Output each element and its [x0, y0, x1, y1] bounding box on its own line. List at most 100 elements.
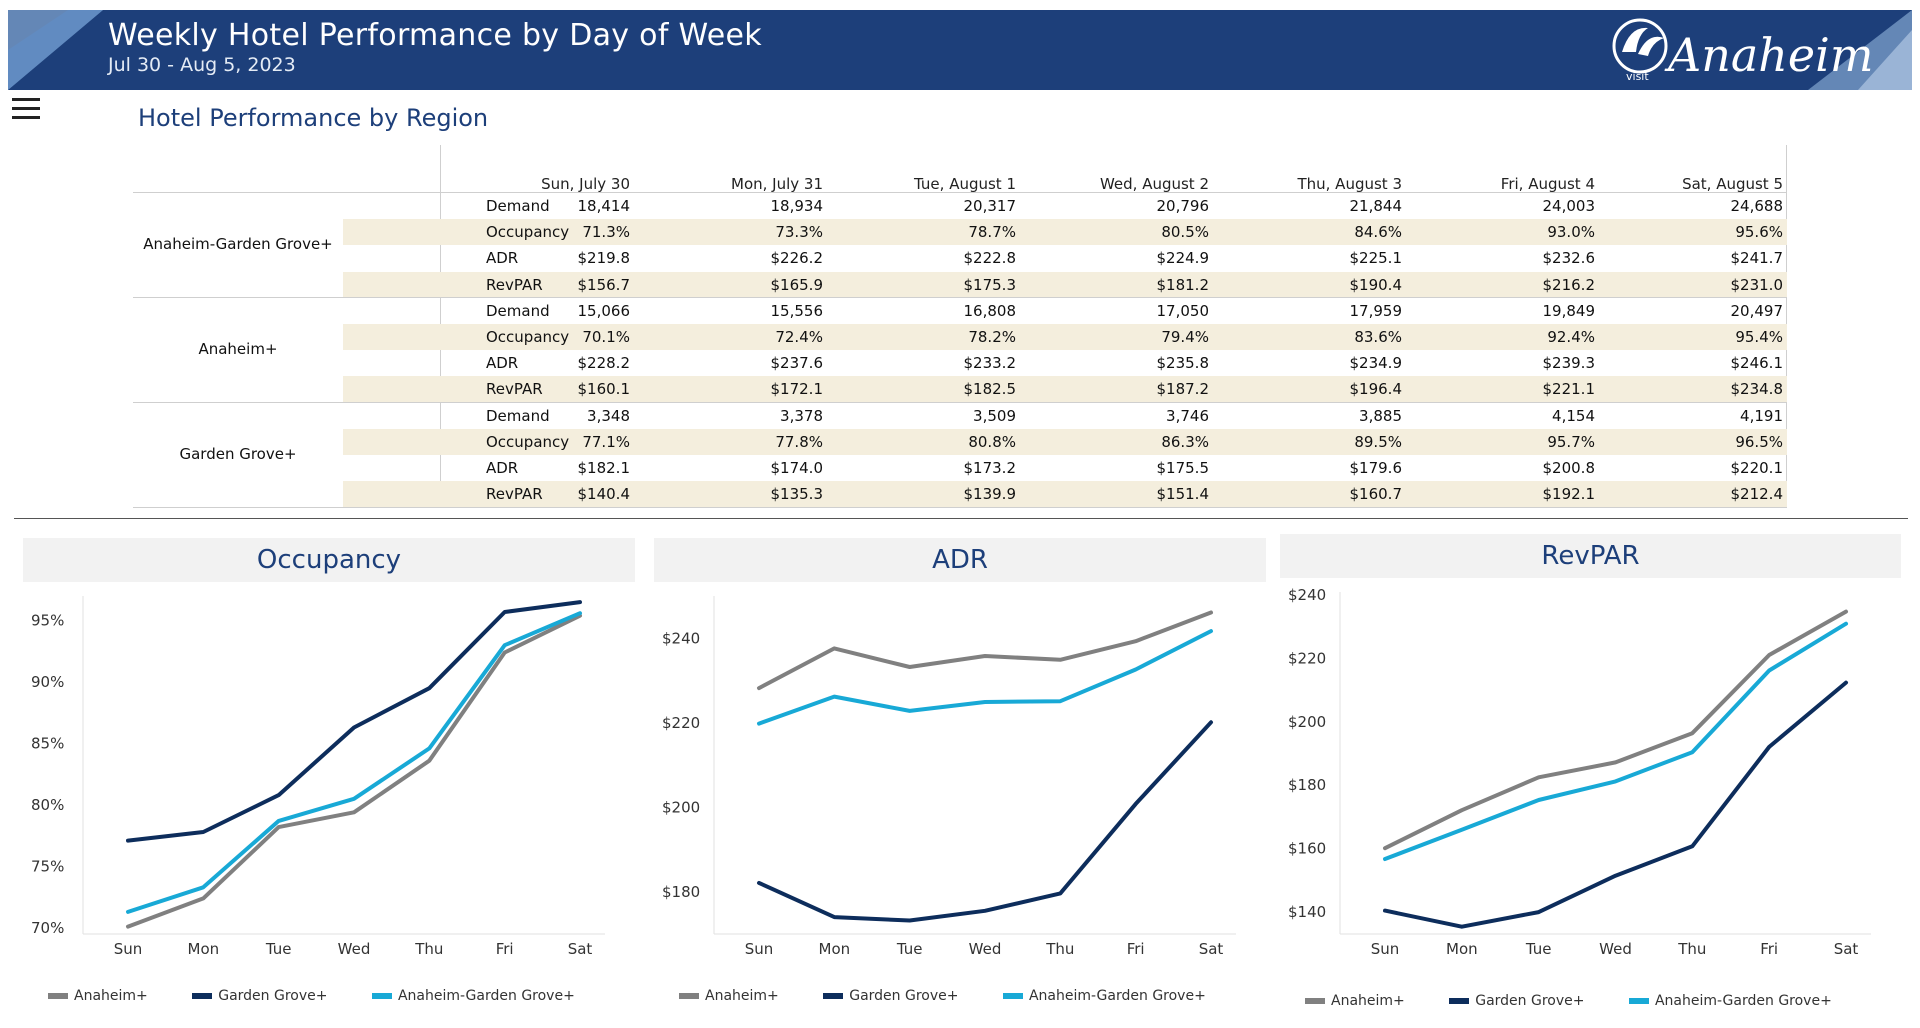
table-row: Demand 18,414 18,934 20,317 20,796 21,844 24,0… — [343, 193, 1787, 219]
metric-label: Occupancy — [486, 328, 570, 346]
legend-item-anaheim: Anaheim+ — [48, 988, 148, 1004]
y-tick-label: 70% — [31, 919, 64, 937]
series-line-anaheim-[interactable] — [126, 613, 582, 929]
table-cell: 17,959 — [1349, 301, 1403, 320]
y-tick-label: $200 — [1288, 713, 1326, 731]
y-tick-label: $220 — [1288, 650, 1326, 668]
table-cell: 79.4% — [1161, 328, 1209, 346]
table-row: ADR $228.2 $237.6 $233.2 $235.8 $234.9 $239.3 $… — [343, 350, 1787, 376]
table-cell: 19,849 — [1542, 301, 1596, 320]
table-cell: 24,688 — [1730, 197, 1784, 215]
x-tick-label: Tue — [265, 940, 292, 958]
occupancy-chart: 70% 75% 80% 85% 90% 95% Sun Mon Tue Wed Thu Fri Sat — [31, 596, 605, 958]
metric-label: RevPAR — [486, 485, 543, 504]
table-cell: 95.4% — [1735, 328, 1783, 346]
table-cell: $140.4 — [577, 485, 631, 504]
table-cell: 77.8% — [775, 432, 823, 451]
x-tick-label: Tue — [1525, 940, 1552, 958]
table-cell: $173.2 — [963, 459, 1017, 477]
occupancy-legend: Anaheim+ Garden Grove+ Anaheim-Garden Gr… — [48, 988, 575, 1004]
table-cell: 3,378 — [780, 406, 823, 425]
table-cell: 4,191 — [1740, 406, 1783, 425]
table-cell: $219.8 — [577, 249, 631, 268]
legend-item-garden-grove: Garden Grove+ — [1449, 993, 1585, 1009]
metric-label: RevPAR — [486, 380, 543, 399]
table-row: RevPAR $156.7 $165.9 $175.3 $181.2 $190.4 $216… — [343, 271, 1787, 298]
table-cell: 73.3% — [775, 223, 823, 242]
table-cell: 89.5% — [1354, 432, 1402, 451]
table-cell: 83.6% — [1354, 328, 1402, 346]
table-cell: $165.9 — [770, 275, 824, 294]
table-cell: 77.1% — [582, 432, 630, 451]
y-tick-label: 95% — [31, 612, 64, 630]
y-tick-label: $160 — [1288, 840, 1326, 858]
metric-label: Demand — [486, 301, 550, 320]
series-line-anaheim-garden-grove-[interactable] — [126, 611, 582, 914]
column-header: Thu, August 3 — [1297, 175, 1402, 193]
table-row: RevPAR $160.1 $172.1 $182.5 $187.2 $196.4 $221… — [343, 376, 1787, 403]
x-tick-label: Fri — [1760, 940, 1778, 958]
table-cell: 92.4% — [1547, 328, 1595, 346]
section-title: Hotel Performance by Region — [138, 104, 489, 132]
x-tick-label: Mon — [1446, 940, 1478, 958]
y-tick-label: 90% — [31, 673, 64, 691]
series-line-anaheim-garden-grove-[interactable] — [1383, 621, 1848, 861]
x-tick-label: Fri — [1127, 940, 1145, 958]
table-row: Occupancy 77.1% 77.8% 80.8% 86.3% 89.5% 95.7% 9… — [343, 428, 1787, 455]
y-tick-label: $140 — [1288, 903, 1326, 921]
table-cell: $221.1 — [1542, 380, 1596, 399]
series-line-garden-grove-[interactable] — [1383, 680, 1848, 929]
table-cell: 78.7% — [968, 223, 1016, 242]
table-cell: $160.1 — [577, 380, 631, 399]
table-cell: $175.5 — [1156, 459, 1210, 477]
table-cell: 3,746 — [1166, 406, 1209, 425]
logo-visit-text: visit — [1626, 70, 1649, 83]
table-cell: $232.6 — [1542, 249, 1596, 268]
series-line-anaheim-[interactable] — [1383, 609, 1848, 851]
metric-label: Occupancy — [486, 432, 570, 451]
region-label: Anaheim+ — [198, 340, 278, 359]
table-cell: 24,003 — [1542, 197, 1596, 215]
x-tick-label: Thu — [1045, 940, 1074, 958]
table-row: Demand 3,348 3,378 3,509 3,746 3,885 4,154 4,19… — [343, 403, 1787, 429]
table-cell: 96.5% — [1735, 432, 1783, 451]
revpar-chart-title: RevPAR — [1280, 534, 1901, 578]
table-cell: $196.4 — [1349, 380, 1403, 399]
y-tick-label: $220 — [662, 714, 700, 732]
legend-item-garden-grove: Garden Grove+ — [823, 988, 959, 1004]
series-line-anaheim-[interactable] — [757, 610, 1213, 691]
table-cell: 16,808 — [963, 301, 1017, 320]
occupancy-chart-title: Occupancy — [23, 538, 635, 582]
banner-decoration — [8, 10, 1912, 90]
legend-item-anaheim-garden-grove: Anaheim-Garden Grove+ — [1628, 993, 1832, 1009]
table-cell: $237.6 — [770, 354, 824, 373]
table-cell: $190.4 — [1349, 275, 1403, 294]
table-cell: 86.3% — [1161, 432, 1209, 451]
table-cell: $231.0 — [1730, 275, 1784, 294]
y-tick-label: $240 — [1288, 586, 1326, 604]
table-cell: $234.9 — [1349, 354, 1403, 373]
metric-label: Demand — [486, 197, 550, 215]
adr-chart: $180 $200 $220 $240 Sun Mon Tue Wed Thu Fri Sat — [662, 596, 1236, 958]
table-cell: $179.6 — [1349, 459, 1403, 477]
column-header: Fri, August 4 — [1500, 175, 1595, 193]
header-banner: Weekly Hotel Performance by Day of Week … — [8, 10, 1912, 90]
table-cell: $139.9 — [963, 485, 1017, 504]
table-row: RevPAR $140.4 $135.3 $139.9 $151.4 $160.7 $192… — [343, 481, 1787, 508]
y-tick-label: 85% — [31, 734, 64, 752]
legend-item-anaheim: Anaheim+ — [679, 988, 779, 1004]
y-tick-label: $200 — [662, 798, 700, 816]
hamburger-menu-icon[interactable] — [12, 98, 40, 120]
series-line-garden-grove-[interactable] — [757, 720, 1213, 923]
series-line-anaheim-garden-grove-[interactable] — [757, 629, 1213, 726]
logo-wordmark: Anaheim — [1668, 28, 1874, 82]
table-cell: $135.3 — [770, 485, 824, 504]
table-cell: 72.4% — [775, 328, 823, 346]
x-tick-label: Sat — [1199, 940, 1224, 958]
table-cell: $151.4 — [1156, 485, 1210, 504]
series-line-garden-grove-[interactable] — [126, 600, 582, 843]
table-cell: $172.1 — [770, 380, 824, 399]
y-tick-label: $240 — [662, 629, 700, 647]
adr-legend: Anaheim+ Garden Grove+ Anaheim-Garden Gr… — [679, 988, 1206, 1004]
table-cell: 20,317 — [963, 197, 1017, 215]
